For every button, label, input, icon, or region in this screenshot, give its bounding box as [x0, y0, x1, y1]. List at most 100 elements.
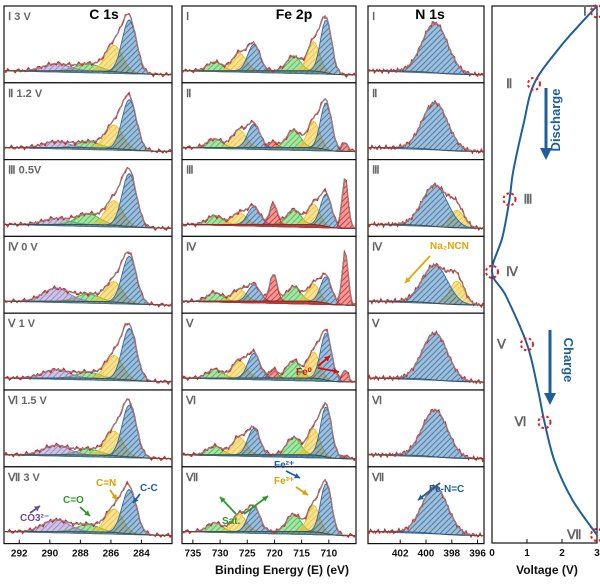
row-label: Ⅲ 0.5V	[8, 165, 42, 177]
spectrum-row: Ⅵ 1.5 V	[3, 389, 173, 468]
row-label: Ⅲ	[186, 165, 194, 177]
na2ncn-arrow	[404, 255, 431, 284]
fitted-envelope	[182, 402, 356, 460]
tick-label: 396	[469, 549, 486, 560]
row-plot	[368, 329, 484, 385]
state-label: Ⅳ	[506, 264, 519, 279]
tick-label: 725	[239, 549, 256, 560]
spectrum-row: Ⅳ	[181, 235, 357, 314]
fitted-envelope	[182, 178, 356, 229]
tick-label: 715	[293, 549, 310, 560]
baseline	[368, 224, 484, 229]
voltage-axis-label: Voltage (V)	[516, 563, 578, 577]
row-label: Ⅰ 3 V	[8, 11, 31, 23]
baseline	[182, 224, 356, 229]
xps-panels: Ⅰ 3 V Ⅱ 1.2 V Ⅲ 0.5V Ⅳ 0 V Ⅴ 1 V Ⅵ 1.5 V Ⅶ 3 V…	[3, 5, 486, 560]
fe2-label: Fe²⁺	[274, 460, 294, 471]
fe3-label: Fe³⁺	[274, 476, 294, 487]
baseline	[368, 454, 484, 460]
tick-label: 400	[418, 549, 435, 560]
baseline	[182, 300, 356, 306]
fitted-envelope	[182, 14, 356, 76]
spectrum-row: Ⅴ	[367, 312, 485, 391]
panel-title: N 1s	[415, 6, 445, 22]
state-marker	[485, 264, 499, 279]
tick-label: 284	[133, 549, 150, 560]
co-label: C=O	[63, 495, 84, 506]
baseline	[4, 531, 172, 536]
panel-0: Ⅰ 3 V Ⅱ 1.2 V Ⅲ 0.5V Ⅳ 0 V Ⅴ 1 V Ⅵ 1.5 V Ⅶ 3 V…	[3, 5, 173, 560]
cn-arrowhead	[111, 494, 117, 500]
state-label: Ⅵ	[514, 414, 527, 429]
experimental-spectrum	[182, 328, 356, 384]
row-label: Ⅵ 1.5 V	[7, 395, 48, 407]
state-label: Ⅶ	[566, 527, 582, 542]
row-label: Ⅰ	[186, 11, 189, 23]
spectrum-row: Ⅱ 1.2 V	[3, 82, 173, 161]
fitted-envelope	[4, 94, 172, 153]
row-label: Ⅱ	[186, 88, 191, 100]
panel-1: Ⅰ Ⅱ Ⅲ Ⅳ Ⅴ Ⅵ Ⅶ Fe 2p 735 730 725 720 715 710	[181, 5, 357, 560]
spectrum-row: Ⅳ	[367, 235, 485, 314]
fitted-envelope	[182, 328, 356, 383]
cc-label: C-C	[140, 483, 158, 494]
sat-label: Sat.	[222, 516, 241, 527]
row-label: Ⅳ	[186, 241, 197, 253]
row-plot	[368, 99, 484, 155]
row-plot	[4, 480, 172, 539]
baseline	[182, 147, 356, 152]
fitted-envelope	[4, 167, 172, 229]
baseline	[182, 70, 356, 76]
fitted-envelope	[4, 483, 172, 537]
tick-label: 710	[320, 549, 337, 560]
panel-2: Ⅰ Ⅱ Ⅲ Ⅳ Ⅴ Ⅵ Ⅶ N 1s 396 398 400 402	[367, 5, 486, 560]
spectrum-row: Ⅲ	[181, 159, 357, 238]
tick-label: 398	[443, 549, 460, 560]
baseline	[4, 224, 172, 229]
fitted-envelope	[4, 13, 172, 76]
voltage-tick-label: 0	[489, 548, 495, 559]
spectrum-row: Ⅵ	[367, 389, 485, 468]
sat1-arrowhead	[220, 497, 226, 503]
state-label: Ⅱ	[506, 76, 512, 91]
state-label: Ⅰ	[583, 3, 587, 18]
na2ncn-arrowhead	[405, 277, 411, 283]
row-label: Ⅱ 1.2 V	[8, 88, 43, 100]
spectrum-row: Ⅲ	[367, 159, 485, 238]
tick-label: 730	[212, 549, 229, 560]
fitted-envelope	[4, 251, 172, 306]
charge-label: Charge	[561, 338, 576, 383]
row-label: Ⅴ	[185, 318, 194, 330]
baseline	[182, 377, 356, 383]
voltage-tick-label: 1	[524, 548, 530, 559]
fe0b-arrowhead	[324, 356, 330, 362]
row-label: Ⅴ 1 V	[7, 318, 36, 330]
voltage-profile: Ⅰ Ⅱ Ⅲ Ⅳ Ⅴ Ⅵ Ⅶ Discharge Charge 0 1 2 3	[485, 3, 600, 559]
row-plot	[182, 178, 356, 230]
spectrum-row: Ⅴ	[181, 312, 357, 391]
na2ncn-label: Na₂NCN	[430, 241, 469, 252]
tick-label: 290	[41, 549, 58, 560]
spectrum-row: Ⅵ	[181, 389, 357, 468]
cc-arrowhead	[133, 497, 139, 503]
tick-label: 720	[266, 549, 283, 560]
spectrum-row: Ⅶ 3 V	[3, 466, 173, 545]
state-label: Ⅴ	[496, 336, 507, 351]
row-plot	[368, 21, 484, 78]
discharge-label: Discharge	[548, 89, 563, 152]
state-marker	[537, 415, 552, 430]
tick-label: 735	[185, 549, 202, 560]
baseline	[368, 531, 484, 536]
row-label: Ⅶ 3 V	[7, 472, 41, 484]
row-plot	[182, 401, 356, 462]
row-label: Ⅵ	[185, 395, 196, 407]
co3-label: CO3²⁻	[20, 513, 49, 524]
fe0-label: Fe⁰	[296, 367, 312, 378]
row-plot	[368, 484, 484, 539]
row-label: Ⅰ	[372, 11, 375, 23]
row-label: Ⅱ	[372, 88, 377, 100]
spectrum-row: Ⅲ 0.5V	[3, 159, 173, 238]
row-plot	[4, 251, 172, 308]
spectrum-row: Ⅰ	[181, 5, 357, 84]
